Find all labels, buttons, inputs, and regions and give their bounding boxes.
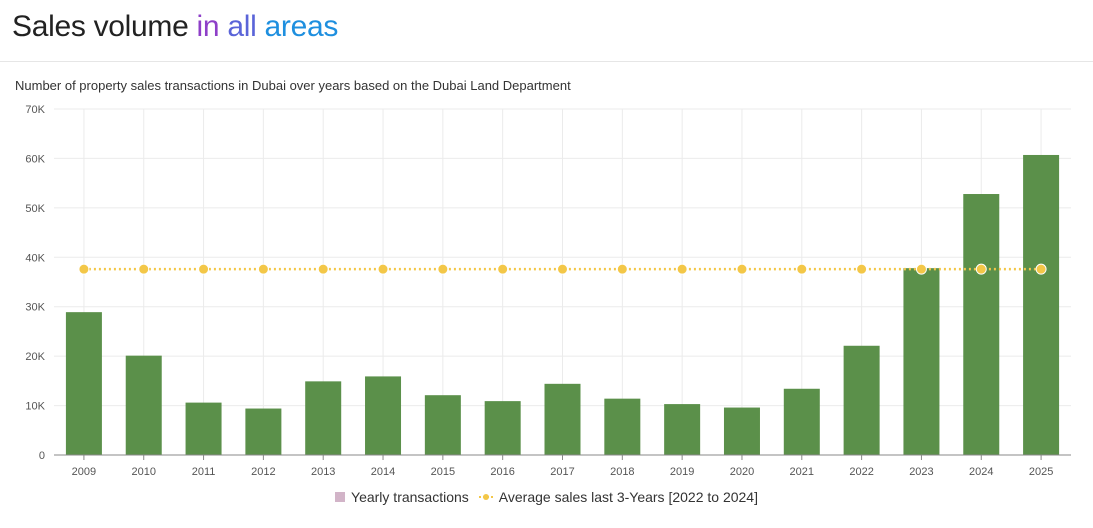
- x-tick-label: 2012: [251, 466, 275, 478]
- bar-2023[interactable]: [903, 268, 940, 455]
- average-point-2012[interactable]: [257, 263, 269, 275]
- x-axis-ticks: 2009 2010 2011 2012 2013 2014 2015 2016 2017 2018…: [54, 454, 1071, 478]
- x-tick-label: 2013: [311, 466, 335, 478]
- x-tick-label: 2025: [1029, 466, 1053, 478]
- legend-line-marker-icon: [478, 494, 493, 500]
- average-point-2017[interactable]: [557, 263, 568, 275]
- average-point-2021[interactable]: [796, 263, 808, 275]
- y-tick-label: 10K: [25, 401, 45, 413]
- title-word-in: in: [196, 10, 220, 43]
- x-tick-label: 2024: [969, 466, 993, 478]
- x-tick-label: 2010: [131, 466, 155, 478]
- bar-2015[interactable]: [424, 395, 461, 455]
- average-point-2011[interactable]: [198, 263, 210, 275]
- bar-2012[interactable]: [245, 408, 282, 455]
- bar-2016[interactable]: [484, 401, 521, 455]
- bar-series: [65, 154, 1060, 455]
- average-point-2018[interactable]: [616, 263, 628, 275]
- x-tick-label: 2017: [550, 466, 574, 478]
- page-title: Sales volume in all areas: [12, 10, 338, 44]
- legend-bar-swatch: [335, 492, 346, 502]
- legend-label-yearly-transactions: Yearly transactions: [351, 489, 469, 505]
- y-tick-label: 50K: [25, 203, 45, 215]
- bar-2010[interactable]: [125, 355, 162, 455]
- y-tick-label: 0: [39, 450, 45, 462]
- x-tick-label: 2015: [431, 466, 455, 478]
- legend-item-yearly-transactions[interactable]: Yearly transactions: [335, 489, 469, 505]
- y-tick-label: 70K: [25, 104, 45, 116]
- x-tick-label: 2018: [610, 466, 634, 478]
- bar-2025[interactable]: [1023, 154, 1060, 455]
- average-point-2025[interactable]: [1035, 263, 1047, 275]
- chart-legend: Yearly transactions Average sales last 3…: [0, 489, 1093, 505]
- x-tick-label: 2019: [670, 466, 694, 478]
- average-point-2009[interactable]: [78, 263, 90, 275]
- bar-2017[interactable]: [544, 383, 581, 455]
- legend-item-average-sales[interactable]: Average sales last 3-Years [2022 to 2024…: [478, 489, 758, 505]
- title-word-sales-volume: Sales volume: [12, 10, 189, 43]
- y-tick-label: 40K: [25, 252, 45, 264]
- average-point-2019[interactable]: [676, 263, 688, 275]
- x-tick-label: 2022: [849, 466, 873, 478]
- average-line-series: [78, 263, 1047, 275]
- x-tick-label: 2020: [730, 466, 754, 478]
- y-axis-ticks: 0 10K 20K 30K 40K 50K 60K 70K: [25, 104, 45, 462]
- x-tick-label: 2021: [790, 466, 814, 478]
- title-word-areas: areas: [264, 10, 339, 43]
- legend-label-average-sales: Average sales last 3-Years [2022 to 2024…: [498, 489, 758, 505]
- chart-subtitle: Number of property sales transactions in…: [15, 78, 571, 93]
- x-tick-label: 2023: [909, 466, 933, 478]
- x-tick-label: 2009: [72, 466, 96, 478]
- average-point-2013[interactable]: [317, 263, 329, 275]
- bar-2009[interactable]: [65, 312, 102, 455]
- title-word-all: all: [227, 10, 257, 43]
- x-tick-label: 2016: [490, 466, 514, 478]
- bar-2022[interactable]: [843, 345, 880, 455]
- bar-2020[interactable]: [723, 407, 760, 455]
- average-point-2010[interactable]: [138, 263, 150, 275]
- average-point-2016[interactable]: [497, 263, 509, 275]
- y-tick-label: 60K: [25, 153, 45, 165]
- average-point-2024[interactable]: [975, 263, 987, 275]
- bar-2013[interactable]: [305, 381, 342, 455]
- y-tick-label: 20K: [25, 351, 45, 363]
- bar-2014[interactable]: [365, 376, 402, 455]
- average-point-2014[interactable]: [377, 263, 389, 275]
- x-tick-label: 2011: [192, 466, 216, 478]
- bar-2024[interactable]: [963, 194, 1000, 455]
- y-tick-label: 30K: [25, 302, 45, 314]
- average-point-2022[interactable]: [856, 263, 868, 275]
- average-point-2020[interactable]: [736, 263, 748, 275]
- header-divider: [0, 61, 1093, 62]
- bar-2011[interactable]: [185, 402, 222, 455]
- bar-2018[interactable]: [604, 398, 641, 455]
- x-tick-label: 2014: [371, 466, 395, 478]
- bar-2019[interactable]: [664, 404, 701, 455]
- average-point-2015[interactable]: [437, 263, 449, 275]
- bar-2021[interactable]: [783, 388, 820, 455]
- average-point-2023[interactable]: [915, 263, 927, 275]
